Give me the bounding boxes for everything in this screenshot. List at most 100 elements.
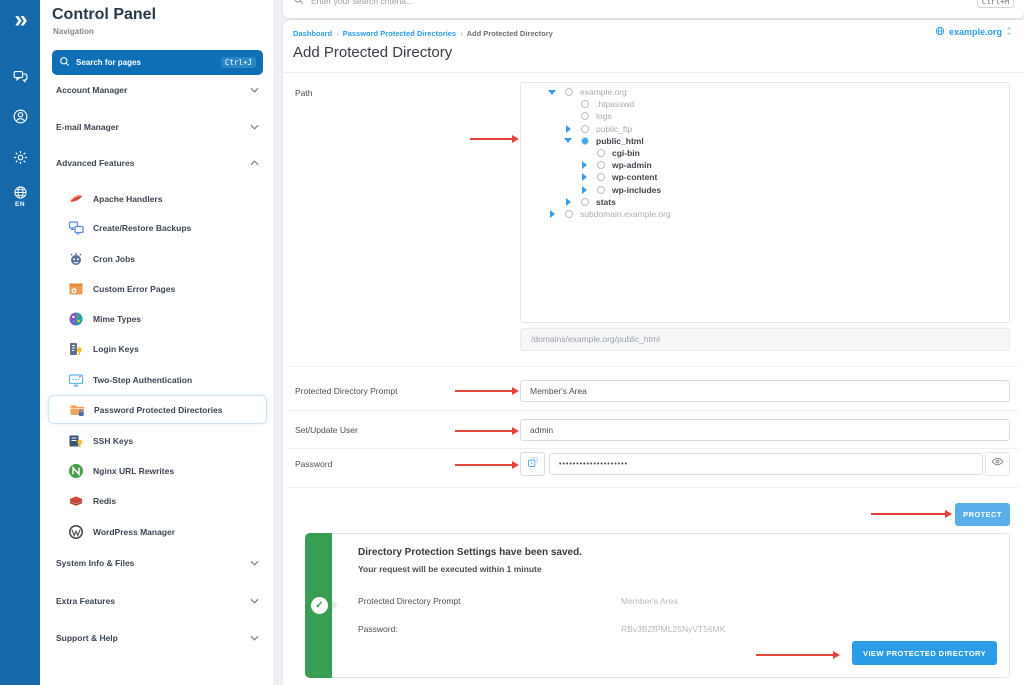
sidebar-item-mime-types[interactable]: Mime Types [48, 304, 267, 333]
annotation-arrow-view [756, 651, 840, 659]
panel-title: Control Panel [52, 6, 157, 23]
tree-node-wp-includes[interactable]: wp-includes [521, 184, 1009, 196]
ssh-keys-icon [68, 433, 84, 449]
global-search-shortcut: Ctrl+M [976, 0, 1014, 8]
messages-icon[interactable] [0, 68, 40, 85]
selected-path-display: /domains/example.org/public_html [520, 328, 1010, 351]
breadcrumb-password-protected-directories[interactable]: Password Protected Directories [342, 29, 457, 38]
domain-selector-value: example.org [948, 27, 1002, 37]
tree-expander-icon[interactable] [539, 209, 565, 218]
tree-node-logs[interactable]: logs [521, 110, 1009, 122]
tree-radio[interactable] [581, 124, 589, 133]
tree-expander-icon[interactable] [539, 89, 565, 95]
sidebar-item-ssh-keys[interactable]: SSH Keys [48, 426, 267, 455]
global-search-bar[interactable]: Enter your search criteria... Ctrl+M [283, 0, 1024, 18]
generate-password-button[interactable] [520, 452, 545, 476]
tree-expander-icon[interactable] [571, 161, 597, 170]
divider [289, 366, 1018, 367]
success-pointer [332, 600, 338, 610]
tree-radio[interactable] [565, 88, 573, 97]
cron-jobs-icon [68, 251, 84, 267]
tree-radio[interactable] [581, 100, 589, 109]
sidebar-item-login-keys[interactable]: Login Keys [48, 334, 267, 363]
tree-radio[interactable] [597, 173, 605, 182]
tree-expander-icon[interactable] [555, 138, 581, 144]
sidebar-search-input[interactable]: Search for pages Ctrl+J [52, 50, 263, 75]
sidebar-section-extra-features[interactable]: Extra Features [56, 591, 259, 611]
tree-radio[interactable] [597, 161, 605, 170]
redis-icon [68, 493, 84, 509]
globe-icon [935, 26, 945, 38]
sidebar-section-account-manager[interactable]: Account Manager [56, 80, 259, 100]
sidebar-item-custom-error-pages[interactable]: Custom Error Pages [48, 274, 267, 303]
password-protected-directories-icon [69, 402, 85, 418]
account-icon[interactable] [0, 108, 40, 125]
prompt-input[interactable] [520, 380, 1010, 402]
sidebar-item-password-protected-directories[interactable]: Password Protected Directories [48, 395, 267, 424]
tree-node-public-ftp[interactable]: public_ftp [521, 123, 1009, 135]
tree-radio-selected[interactable] [581, 136, 589, 145]
tree-expander-icon[interactable] [571, 185, 597, 194]
tree-node-public-html[interactable]: public_html [521, 135, 1009, 147]
sidebar-item-apache-handlers[interactable]: Apache Handlers [48, 184, 267, 213]
domain-selector[interactable]: example.org [935, 26, 1012, 38]
protect-button[interactable]: PROTECT [955, 503, 1010, 526]
sidebar-item-redis[interactable]: Redis [48, 486, 267, 515]
success-prompt-value: Member's Area [621, 596, 678, 606]
success-subtitle: Your request will be executed within 1 m… [358, 564, 542, 574]
annotation-arrow-tree [470, 135, 519, 143]
dice-icon [527, 455, 539, 473]
sidebar-section-support-help[interactable]: Support & Help [56, 628, 259, 648]
annotation-arrow-prompt [455, 387, 519, 395]
tree-expander-icon[interactable] [555, 124, 581, 133]
panel-subtitle: Navigation [53, 27, 94, 36]
chevron-down-icon [250, 87, 259, 93]
sidebar-section-advanced-features[interactable]: Advanced Features [56, 153, 259, 173]
tree-node-wp-content[interactable]: wp-content [521, 171, 1009, 183]
tree-expander-icon[interactable] [571, 173, 597, 182]
sidebar-item-nginx-url-rewrites[interactable]: Nginx URL Rewrites [48, 456, 267, 485]
success-prompt-label: Protected Directory Prompt [358, 596, 461, 606]
breadcrumb-dashboard[interactable]: Dashboard [293, 29, 333, 38]
sidebar-item-cron-jobs[interactable]: Cron Jobs [48, 244, 267, 273]
sidebar-section-system-info-files[interactable]: System Info & Files [56, 553, 259, 573]
tree-radio[interactable] [565, 209, 573, 218]
directadmin-logo[interactable]: » [14, 6, 27, 33]
user-label: Set/Update User [295, 425, 358, 435]
breadcrumb: Dashboard › Password Protected Directori… [293, 29, 553, 38]
tree-node-stats[interactable]: stats [521, 196, 1009, 208]
sidebar-section-email-manager[interactable]: E-mail Manager [56, 117, 259, 137]
tree-node-htpasswd[interactable]: .htpasswd [521, 98, 1009, 110]
tree-radio[interactable] [597, 185, 605, 194]
settings-gear-icon[interactable] [0, 149, 40, 166]
search-icon [293, 0, 304, 10]
tree-node-cgi-bin[interactable]: cgi-bin [521, 147, 1009, 159]
nginx-icon [68, 463, 84, 479]
divider [289, 448, 1018, 449]
tree-node-wp-admin[interactable]: wp-admin [521, 159, 1009, 171]
language-globe-icon[interactable] [0, 185, 40, 200]
user-input[interactable] [520, 419, 1010, 441]
path-label: Path [295, 88, 313, 98]
show-password-button[interactable] [985, 452, 1010, 476]
tree-expander-icon[interactable] [555, 197, 581, 206]
sidebar-item-create-restore-backups[interactable]: Create/Restore Backups [48, 213, 267, 242]
sidebar-item-wordpress-manager[interactable]: WordPress Manager [48, 517, 267, 546]
sidebar-item-two-step-authentication[interactable]: Two-Step Authentication [48, 365, 267, 394]
chevron-up-icon [250, 160, 259, 166]
view-protected-directory-button[interactable]: VIEW PROTECTED DIRECTORY [852, 641, 997, 665]
annotation-arrow-password [455, 461, 519, 469]
tree-radio[interactable] [597, 149, 605, 158]
eye-icon [991, 455, 1004, 473]
tree-node-subdomain-example-org[interactable]: subdomain.example.org [521, 208, 1009, 220]
password-input[interactable] [549, 453, 983, 475]
tree-node-example-org[interactable]: example.org [521, 86, 1009, 98]
tree-radio[interactable] [581, 197, 589, 206]
login-keys-icon [68, 341, 84, 357]
global-search-placeholder: Enter your search criteria... [311, 0, 414, 6]
tree-radio[interactable] [581, 112, 589, 121]
divider [289, 410, 1018, 411]
main-content: Dashboard › Password Protected Directori… [283, 20, 1024, 685]
breadcrumb-current: Add Protected Directory [466, 29, 553, 38]
search-icon [59, 54, 70, 72]
